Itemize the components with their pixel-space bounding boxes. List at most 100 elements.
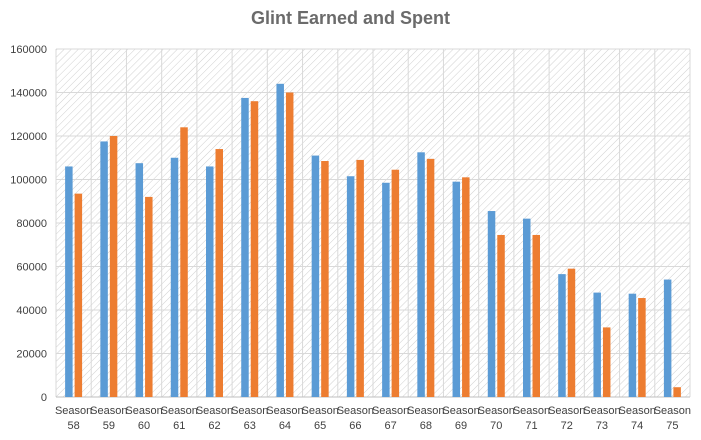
- x-tick-label: Season 66: [337, 405, 374, 432]
- x-axis-ticks: Season 58 Season 59 Season 60 Season 61 Season 62…: [55, 405, 691, 432]
- bar-series2-season-74: [638, 298, 646, 397]
- bar-series1-season-61: [170, 157, 179, 397]
- y-tick-label: 60000: [16, 262, 47, 274]
- bar-series2-season-62: [215, 149, 223, 397]
- x-tick-label-number: 69: [455, 420, 467, 432]
- bar-series1-season-60: [135, 163, 144, 397]
- x-tick-label-prefix: Season: [302, 405, 339, 417]
- x-tick-label-number: 64: [279, 420, 291, 432]
- x-tick-label: Season 59: [90, 405, 127, 432]
- x-tick-label: Season 72: [548, 405, 585, 432]
- x-tick-label-prefix: Season: [231, 405, 268, 417]
- bar-series1-season-72: [558, 274, 566, 397]
- y-tick-label: 40000: [16, 305, 47, 317]
- bar-series1-season-68: [417, 152, 425, 397]
- bars: [65, 83, 681, 398]
- x-tick-label: Season 71: [513, 405, 550, 432]
- x-tick-label-number: 62: [208, 420, 220, 432]
- bar-series1-season-62: [206, 166, 214, 397]
- bar-series2-season-63: [250, 101, 259, 397]
- bar-series1-season-65: [311, 155, 320, 397]
- x-tick-label: Season 62: [196, 405, 233, 432]
- x-tick-label-prefix: Season: [583, 405, 620, 417]
- x-tick-label-number: 73: [596, 420, 608, 432]
- bar-series1-season-66: [346, 176, 355, 397]
- x-tick-label-number: 68: [420, 420, 432, 432]
- bar-series1-season-64: [276, 83, 284, 398]
- bar-series1-season-75: [663, 279, 672, 397]
- bar-series1-season-70: [487, 211, 496, 397]
- x-tick-label-number: 59: [103, 420, 115, 432]
- bar-series2-season-64: [285, 92, 294, 397]
- y-tick-label: 20000: [16, 349, 47, 361]
- x-tick-label-prefix: Season: [55, 405, 92, 417]
- x-tick-label-number: 72: [561, 420, 573, 432]
- bar-series1-season-58: [65, 166, 73, 397]
- x-tick-label-prefix: Season: [161, 405, 198, 417]
- x-tick-label-prefix: Season: [654, 405, 691, 417]
- bar-series1-season-67: [382, 182, 390, 397]
- bar-series1-season-74: [628, 293, 637, 397]
- x-tick-label-number: 61: [173, 420, 185, 432]
- bar-series1-season-73: [593, 292, 601, 397]
- x-tick-label: Season 75: [654, 405, 691, 432]
- x-tick-label: Season 63: [231, 405, 268, 432]
- bar-series2-season-60: [145, 196, 153, 397]
- bar-series2-season-59: [109, 136, 118, 397]
- x-tick-label-prefix: Season: [407, 405, 444, 417]
- gridlines: [55, 48, 691, 398]
- x-tick-label-prefix: Season: [513, 405, 550, 417]
- x-tick-label-prefix: Season: [619, 405, 656, 417]
- x-tick-label: Season 64: [266, 405, 303, 432]
- x-tick-label: Season 61: [161, 405, 198, 432]
- bar-series2-season-61: [180, 127, 188, 398]
- x-tick-label-number: 60: [138, 420, 150, 432]
- x-tick-label: Season 69: [442, 405, 479, 432]
- bar-series2-season-69: [462, 177, 470, 397]
- x-tick-label-prefix: Season: [90, 405, 127, 417]
- bar-series1-season-59: [100, 141, 108, 397]
- y-axis-ticks: 0 20000 40000 60000 80000 100000 120000 140000 1…: [10, 44, 47, 404]
- x-tick-label: Season 58: [55, 405, 92, 432]
- x-tick-label-prefix: Season: [478, 405, 515, 417]
- y-tick-label: 160000: [10, 44, 47, 56]
- bar-series2-season-75: [673, 387, 681, 397]
- x-tick-label-prefix: Season: [372, 405, 409, 417]
- x-tick-label-prefix: Season: [125, 405, 162, 417]
- x-tick-label-number: 63: [244, 420, 256, 432]
- chart-title: Glint Earned and Spent: [250, 8, 451, 28]
- x-tick-label: Season 67: [372, 405, 409, 432]
- x-tick-label: Season 70: [478, 405, 515, 432]
- x-tick-label: Season 73: [583, 405, 620, 432]
- bar-series1-season-69: [452, 181, 461, 397]
- bar-series1-season-71: [523, 218, 531, 397]
- bar-series2-season-70: [497, 234, 505, 397]
- x-tick-label-number: 71: [525, 420, 537, 432]
- x-tick-label-number: 67: [384, 420, 396, 432]
- x-tick-label: Season 74: [619, 405, 656, 432]
- x-tick-label-prefix: Season: [196, 405, 233, 417]
- bar-series2-season-65: [321, 161, 329, 397]
- bar-series2-season-67: [391, 169, 400, 397]
- bar-series1-season-63: [241, 97, 249, 397]
- x-tick-label: Season 68: [407, 405, 444, 432]
- y-tick-label: 140000: [10, 88, 47, 100]
- bar-series2-season-73: [602, 327, 611, 397]
- y-tick-label: 100000: [10, 175, 47, 187]
- x-tick-label-prefix: Season: [548, 405, 585, 417]
- x-tick-label: Season 65: [302, 405, 339, 432]
- x-tick-label-number: 70: [490, 420, 502, 432]
- x-tick-label-prefix: Season: [266, 405, 303, 417]
- x-tick-label-number: 74: [631, 420, 643, 432]
- x-tick-label-prefix: Season: [442, 405, 479, 417]
- y-tick-label: 120000: [10, 131, 47, 143]
- x-tick-label-number: 66: [349, 420, 361, 432]
- x-tick-label-prefix: Season: [337, 405, 374, 417]
- y-tick-label: 0: [41, 392, 47, 404]
- y-tick-label: 80000: [16, 218, 47, 230]
- x-tick-label-number: 58: [67, 420, 79, 432]
- bar-series2-season-71: [532, 234, 540, 397]
- x-tick-label: Season 60: [125, 405, 162, 432]
